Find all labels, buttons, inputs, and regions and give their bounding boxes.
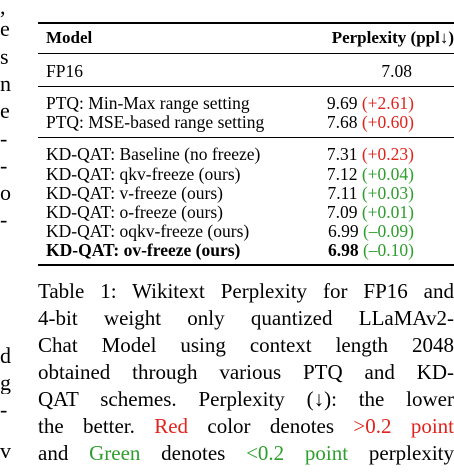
group-rule bbox=[38, 86, 454, 87]
caption-text: the better. bbox=[38, 414, 155, 438]
ppl-delta: (+0.03) bbox=[361, 183, 414, 203]
fragment: n bbox=[0, 73, 11, 95]
caption-line: obtained through various PTQ and KD- bbox=[38, 360, 454, 384]
model-cell: KD-QAT: qkv-freeze (ours) bbox=[46, 164, 241, 184]
table-header-row: Model Perplexity (ppl↓) bbox=[46, 28, 454, 48]
perplexity-cell: 7.09 (+0.01) bbox=[327, 202, 414, 222]
model-cell: KD-QAT: oqkv-freeze (ours) bbox=[46, 221, 250, 241]
table-row: KD-QAT: qkv-freeze (ours) 7.12 (+0.04) bbox=[46, 164, 454, 184]
header-model: Model bbox=[46, 28, 93, 47]
fragment: e bbox=[0, 100, 10, 122]
caption-line: and Green denotes <0.2 point perplexity bbox=[38, 440, 454, 467]
green-label: Green bbox=[89, 441, 141, 465]
perplexity-cell: 7.11 (+0.03) bbox=[327, 183, 414, 203]
model-cell: KD-QAT: o-freeze (ours) bbox=[46, 202, 223, 222]
ppl-value: 7.31 bbox=[326, 144, 358, 164]
fragment: , bbox=[0, 0, 6, 18]
perplexity-cell: 9.69 (+2.61) bbox=[327, 93, 414, 113]
caption-text: and bbox=[38, 441, 90, 465]
fragment: - bbox=[0, 399, 8, 421]
header-rule bbox=[38, 53, 454, 54]
fragment: e bbox=[0, 18, 10, 40]
ppl-delta: (+0.60) bbox=[361, 112, 414, 132]
ppl-delta: (+2.61) bbox=[361, 93, 414, 113]
red-condition: >0.2 point bbox=[353, 414, 454, 438]
perplexity-cell: 7.31 (+0.23) bbox=[327, 144, 414, 164]
model-cell: PTQ: Min-Max range setting bbox=[46, 93, 250, 113]
caption-line: Table 1: Wikitext Perplexity for FP16 an… bbox=[38, 279, 454, 303]
model-cell: KD-QAT: Baseline (no freeze) bbox=[46, 144, 261, 164]
table-row: KD-QAT: oqkv-freeze (ours) 6.99 (–0.09) bbox=[46, 221, 454, 241]
group-rule bbox=[38, 137, 454, 138]
fragment: g bbox=[0, 372, 11, 394]
fragment: - bbox=[0, 209, 8, 231]
fragment: - bbox=[0, 155, 8, 177]
table-row: KD-QAT: v-freeze (ours) 7.11 (+0.03) bbox=[46, 183, 454, 203]
table-caption: Table 1: Wikitext Perplexity for FP16 an… bbox=[38, 278, 454, 467]
caption-line: 4-bit weight only quantized LLaMAv2- bbox=[38, 306, 454, 330]
perplexity-cell: 6.98 (–0.10) bbox=[328, 240, 414, 260]
ppl-value: 7.11 bbox=[327, 183, 358, 203]
header-perplexity: Perplexity (ppl↓) bbox=[331, 28, 454, 47]
fragment: s bbox=[0, 46, 9, 68]
caption-text: denotes bbox=[140, 441, 247, 465]
model-cell: FP16 bbox=[46, 61, 83, 81]
caption-line: Chat Model using context length 2048 bbox=[38, 333, 454, 357]
ppl-value: 7.12 bbox=[326, 164, 358, 184]
ppl-delta: (+0.23) bbox=[361, 144, 414, 164]
top-rule bbox=[38, 22, 454, 24]
perplexity-cell: 7.08 bbox=[381, 61, 412, 81]
ppl-delta: (+0.04) bbox=[361, 164, 414, 184]
ppl-delta: (+0.01) bbox=[361, 202, 414, 222]
model-cell: PTQ: MSE-based range setting bbox=[46, 112, 265, 132]
fragment: d bbox=[0, 345, 11, 367]
ppl-value: 7.68 bbox=[326, 112, 358, 132]
ppl-value: 6.99 bbox=[327, 221, 359, 241]
caption-line: the better. Red color denotes >0.2 point bbox=[38, 413, 454, 440]
table-row: PTQ: MSE-based range setting 7.68 (+0.60… bbox=[46, 112, 454, 132]
perplexity-cell: 7.68 (+0.60) bbox=[327, 112, 414, 132]
green-condition: <0.2 point bbox=[246, 441, 349, 465]
ppl-delta: (–0.10) bbox=[362, 240, 414, 260]
table-row: KD-QAT: Baseline (no freeze) 7.31 (+0.23… bbox=[46, 144, 454, 164]
caption-text: color denotes bbox=[188, 414, 354, 438]
ppl-value: 6.98 bbox=[327, 240, 359, 260]
model-cell: KD-QAT: ov-freeze (ours) bbox=[46, 240, 241, 260]
bottom-rule bbox=[38, 264, 454, 266]
table-row: KD-QAT: o-freeze (ours) 7.09 (+0.01) bbox=[46, 202, 454, 222]
caption-text: perplexity bbox=[348, 441, 454, 465]
perplexity-cell: 6.99 (–0.09) bbox=[328, 221, 414, 241]
ppl-value: 7.08 bbox=[381, 61, 412, 81]
caption-line: QAT schemes. Perplexity (↓): the lower bbox=[38, 387, 454, 411]
fragment: - bbox=[0, 128, 8, 150]
table-row-best: KD-QAT: ov-freeze (ours) 6.98 (–0.10) bbox=[46, 240, 454, 260]
ppl-value: 7.09 bbox=[326, 202, 358, 222]
table-row: FP16 7.08 bbox=[46, 61, 454, 81]
ppl-value: 9.69 bbox=[326, 93, 358, 113]
ppl-delta: (–0.09) bbox=[362, 221, 414, 241]
perplexity-cell: 7.12 (+0.04) bbox=[327, 164, 414, 184]
table-row: PTQ: Min-Max range setting 9.69 (+2.61) bbox=[46, 93, 454, 113]
model-cell: KD-QAT: v-freeze (ours) bbox=[46, 183, 223, 203]
fragment: o bbox=[0, 182, 11, 204]
red-label: Red bbox=[154, 414, 189, 438]
fragment: v bbox=[0, 440, 11, 462]
